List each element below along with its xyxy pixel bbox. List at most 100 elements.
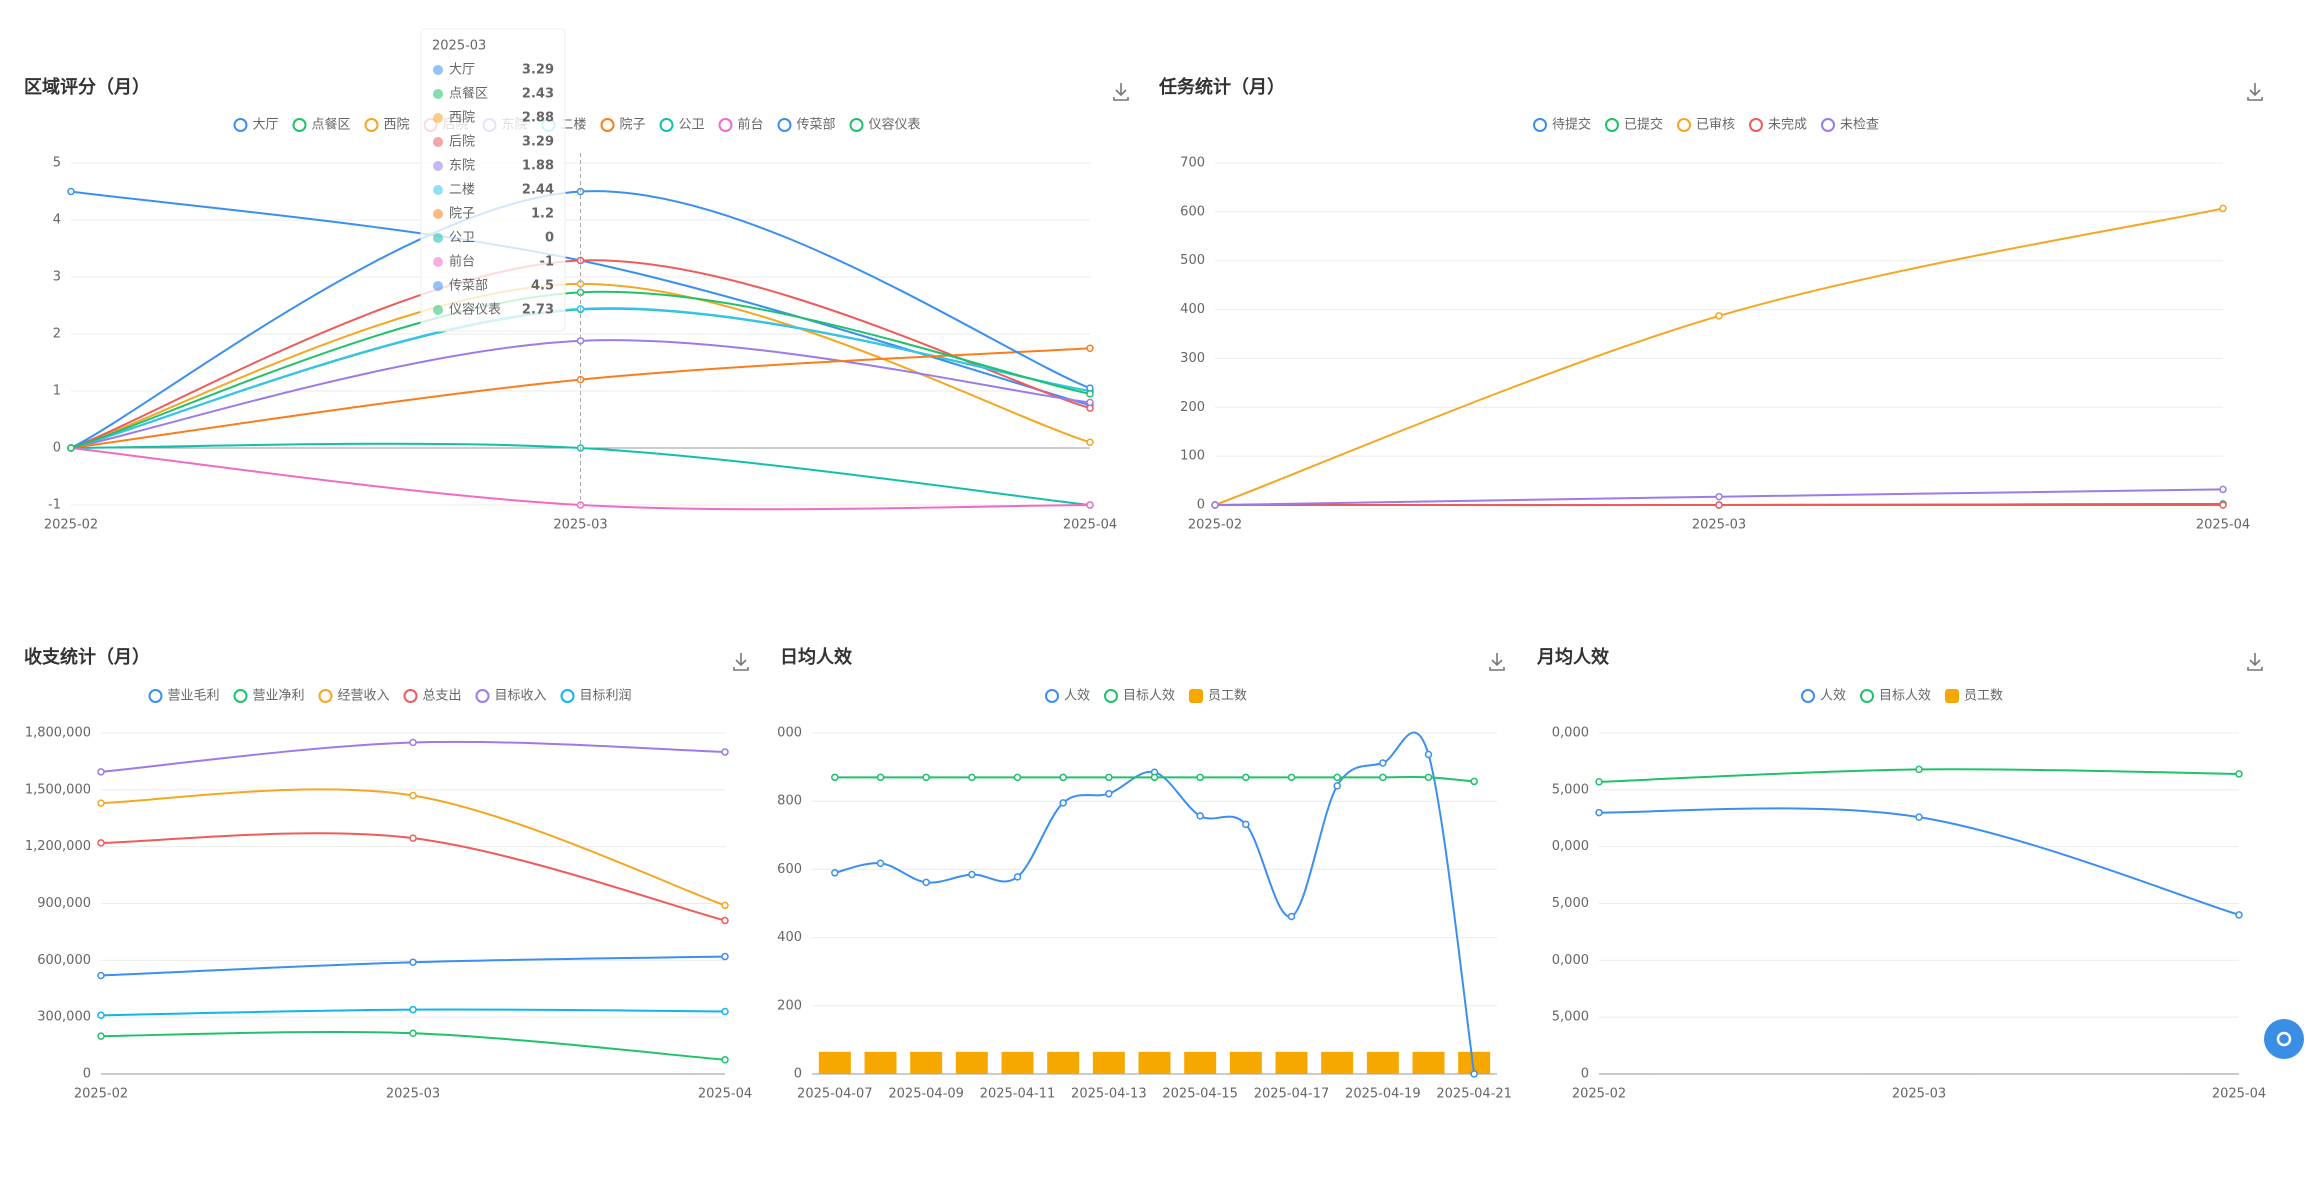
download-icon[interactable] [1113, 83, 1129, 101]
tooltip-value: 2.43 [522, 87, 554, 102]
point [721, 1056, 729, 1064]
settings-circle[interactable] [2264, 1019, 2304, 1059]
point [409, 834, 417, 842]
settings-button[interactable] [2264, 1019, 2304, 1059]
tooltip-dot [433, 65, 443, 75]
y-tick-label: 300 [1180, 351, 1205, 366]
point [721, 901, 729, 910]
chart-panel: 任务统计（月） 0 100 200 300 400 500 600 700 2025-02 2025… [1158, 76, 2250, 533]
download-icon[interactable] [2247, 83, 2263, 101]
y-tick-label: 900,000 [37, 896, 91, 911]
legend-icon [600, 118, 615, 132]
legend-icon [1677, 118, 1691, 132]
point [1059, 799, 1067, 807]
tooltip-title: 2025-03 [432, 39, 486, 54]
x-tick-label: 2025-04-13 [1071, 1087, 1147, 1102]
legend-label: 点餐区 [312, 117, 351, 133]
tooltip-value: 1.2 [531, 207, 554, 222]
point [1915, 813, 1923, 821]
y-tick-label: 0 [794, 1067, 802, 1082]
legend-icon [1801, 689, 1815, 703]
point [1915, 765, 1923, 774]
legend-icon [233, 689, 248, 703]
point [1287, 773, 1296, 782]
bar [1412, 1051, 1445, 1074]
point [1287, 912, 1296, 921]
point [721, 748, 729, 756]
tooltip-dot [433, 137, 443, 147]
point [1105, 773, 1113, 782]
point [97, 799, 105, 807]
point [409, 1005, 417, 1014]
legend-icon [1533, 118, 1547, 132]
y-tick-label: 500 [1180, 253, 1205, 268]
download-icon[interactable] [1489, 653, 1505, 671]
x-tick-label: 2025-04 [2212, 1087, 2266, 1102]
download-icon[interactable] [733, 653, 749, 671]
point [409, 958, 417, 966]
chart-title: 月均人效 [1536, 646, 1610, 668]
tooltip-name: 二楼 [449, 183, 475, 198]
tooltip-value: 2.88 [522, 111, 554, 126]
legend-icon [148, 689, 163, 703]
legend-label: 目标利润 [580, 689, 632, 704]
legend-icon [475, 689, 490, 703]
point [409, 1029, 417, 1038]
y-tick-label: 200 [777, 998, 802, 1013]
y-tick-label: 5,000 [1552, 896, 1589, 911]
point [1715, 492, 1723, 501]
x-tick-label: 2025-04-17 [1254, 1087, 1330, 1102]
y-tick-label: 3 [53, 270, 61, 285]
point [1105, 789, 1113, 798]
legend-icon [777, 118, 792, 132]
x-tick-label: 2025-04 [2196, 518, 2250, 533]
legend-icon [1605, 118, 1619, 132]
point [2235, 911, 2243, 919]
point [97, 1011, 105, 1020]
y-tick-label: 0,000 [1552, 953, 1589, 968]
tooltip-name: 后院 [449, 135, 475, 150]
tooltip-name: 西院 [449, 111, 475, 126]
y-tick-label: 4 [53, 213, 61, 228]
tooltip-name: 点餐区 [449, 86, 488, 102]
x-tick-label: 2025-02 [1188, 518, 1242, 533]
download-icon[interactable] [2247, 653, 2263, 671]
x-tick-label: 2025-03 [1692, 518, 1746, 533]
legend-label: 公卫 [679, 118, 705, 133]
bar [818, 1051, 851, 1074]
y-tick-label: 5,000 [1552, 782, 1589, 797]
point [2219, 485, 2227, 494]
y-tick-label: 0 [1581, 1067, 1589, 1082]
point [97, 768, 105, 776]
legend-label: 未检查 [1840, 118, 1879, 133]
y-tick-label: 400 [1180, 302, 1205, 317]
point [1196, 812, 1204, 820]
point [67, 187, 75, 196]
point [721, 952, 729, 961]
tooltip-name: 前台 [449, 254, 475, 270]
chart-panel: 区域评分（月） -1 0 1 2 3 4 5 2025-02 2025-03 2025-04 大厅 点餐… [24, 76, 1117, 533]
x-tick-label: 2025-02 [74, 1087, 128, 1102]
legend-label: 已提交 [1624, 117, 1663, 133]
tooltip-value: 4.5 [531, 279, 554, 294]
y-tick-label: 1,800,000 [25, 726, 91, 741]
bar [1229, 1051, 1262, 1074]
point [721, 1007, 729, 1016]
point [1715, 312, 1723, 320]
tooltip-value: 2.44 [522, 183, 554, 198]
y-tick-label: 000 [777, 726, 802, 741]
point [831, 773, 839, 782]
legend-label: 二楼 [561, 118, 587, 133]
point [409, 791, 417, 800]
x-tick-label: 2025-02 [44, 518, 98, 533]
bar [1366, 1051, 1399, 1074]
point [2235, 770, 2243, 778]
y-tick-label: 700 [1180, 156, 1205, 171]
bar [910, 1051, 943, 1074]
point [409, 738, 417, 747]
point [1470, 777, 1478, 786]
legend-label: 员工数 [1208, 689, 1247, 704]
legend-icon [1104, 689, 1118, 703]
legend-label: 目标收入 [495, 689, 547, 704]
y-tick-label: 5,000 [1552, 1010, 1589, 1025]
